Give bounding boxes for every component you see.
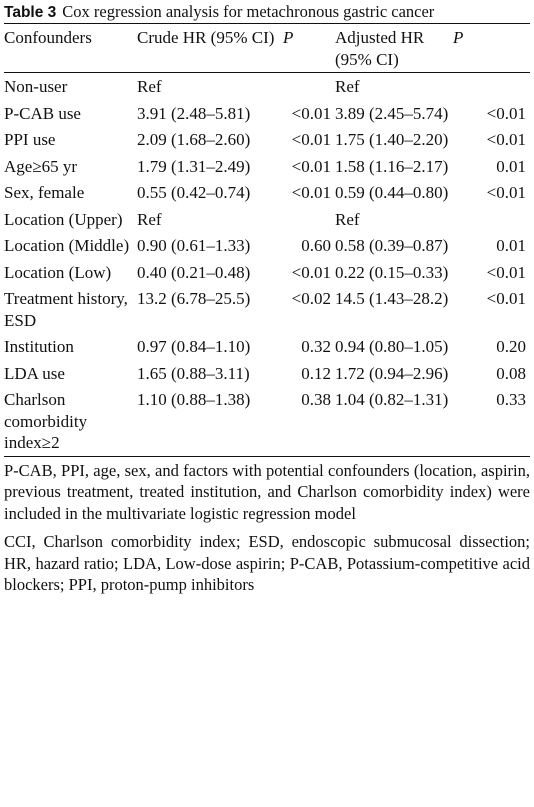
table-cell: 0.08 (496, 363, 526, 383)
table-row: Sex, female 0.55 (0.42–0.74) <0.01 0.59 (0.… (4, 179, 530, 206)
table-cell: 0.55 (0.42–0.74) (137, 183, 251, 202)
table-cell: <0.01 (291, 103, 331, 123)
table-body: Non-user Ref Ref P-CAB use 3.91 (2.48–5.81) <… (4, 73, 530, 456)
table-cell: 0.22 (0.15–0.33) (335, 262, 449, 282)
table-cell: <0.01 (486, 262, 526, 282)
table-row: Location (Upper) Ref Ref (4, 206, 530, 233)
header-row: Confounders Crude HR (95% CI) P Adjusted HR… (4, 23, 530, 73)
table-row: P-CAB use 3.91 (2.48–5.81) <0.01 3.89 (2.45… (4, 100, 530, 127)
table-cell: 14.5 (1.43–28.2) (335, 289, 449, 308)
table-cell: Ref (335, 209, 360, 229)
table-row: Charlson comorbidity index≥2 1.10 (0.88–1… (4, 386, 530, 456)
table-cell: <0.01 (291, 156, 331, 176)
table-header: Confounders Crude HR (95% CI) P Adjusted HR… (4, 23, 530, 73)
table-label: Table 3 (4, 4, 57, 21)
table-row: Location (Middle) 0.90 (0.61–1.33) 0.60 0.5… (4, 232, 530, 259)
column-header: P (453, 28, 464, 47)
table-cell: 0.20 (496, 337, 526, 356)
table-title: Cox regression analysis for metachronous… (62, 2, 435, 21)
table-cell: 1.79 (1.31–2.49) (137, 156, 251, 176)
table-cell: 1.58 (1.16–2.17) (335, 156, 449, 176)
table-cell: Non-user (4, 77, 68, 96)
table-cell (453, 206, 530, 233)
footnote: CCI, Charlson comorbidity index; ESD, en… (4, 532, 530, 594)
table-cell: Location (Low) (4, 262, 112, 282)
table-row: Institution 0.97 (0.84–1.10) 0.32 0.94 (0.8… (4, 333, 530, 360)
table-cell: Ref (335, 77, 360, 96)
table-cell: LDA use (4, 363, 65, 383)
table-row: Age≥65 yr 1.79 (1.31–2.49) <0.01 1.58 (1.16… (4, 153, 530, 180)
table-cell: 0.40 (0.21–0.48) (137, 262, 251, 282)
table-cell: <0.01 (291, 130, 331, 149)
table-document: Table 3 Cox regression analysis for metac… (4, 2, 530, 596)
table-cell: 0.97 (0.84–1.10) (137, 337, 251, 356)
table-cell: Charlson comorbidity index≥2 (4, 390, 88, 452)
table-row: Location (Low) 0.40 (0.21–0.48) <0.01 0.22 … (4, 259, 530, 286)
table-cell: Treatment history, ESD (4, 289, 128, 330)
table-cell: 1.65 (0.88–3.11) (137, 363, 250, 383)
table-cell (277, 73, 335, 100)
table-cell: 3.91 (2.48–5.81) (137, 103, 251, 123)
table-row: PPI use 2.09 (1.68–2.60) <0.01 1.75 (1.40–2… (4, 126, 530, 153)
footnote: P-CAB, PPI, age, sex, and factors with p… (4, 460, 530, 523)
table-cell: Sex, female (4, 183, 85, 202)
table-cell: Ref (137, 77, 162, 96)
table-cell: <0.01 (291, 262, 331, 282)
table-cell: <0.01 (486, 183, 526, 202)
column-header: P (283, 28, 294, 47)
table-cell: 1.04 (0.82–1.31) (335, 390, 449, 409)
table-cell: 3.89 (2.45–5.74) (335, 103, 449, 123)
column-header: Crude HR (95% CI) (137, 28, 275, 47)
table-cell: Location (Middle) (4, 236, 130, 255)
table-cell: <0.01 (486, 130, 526, 149)
table-cell: <0.01 (486, 103, 526, 123)
table-row: LDA use 1.65 (0.88–3.11) 0.12 1.72 (0.94–2.… (4, 360, 530, 387)
table-row: Non-user Ref Ref (4, 73, 530, 100)
table-cell: 13.2 (6.78–25.5) (137, 289, 251, 308)
table-cell (277, 206, 335, 233)
table-cell: 1.10 (0.88–1.38) (137, 390, 251, 409)
table-cell: 2.09 (1.68–2.60) (137, 130, 251, 149)
table-cell: 1.75 (1.40–2.20) (335, 130, 449, 149)
footnotes: P-CAB, PPI, age, sex, and factors with p… (4, 460, 530, 596)
table-cell: 0.59 (0.44–0.80) (335, 183, 449, 202)
table-cell: 0.32 (301, 337, 331, 356)
table-cell: 0.90 (0.61–1.33) (137, 236, 251, 255)
table-cell: 0.58 (0.39–0.87) (335, 236, 449, 255)
table-cell: <0.01 (291, 183, 331, 202)
table-cell: P-CAB use (4, 103, 81, 123)
table-cell: Location (Upper) (4, 209, 123, 229)
table-cell (453, 73, 530, 100)
table: Confounders Crude HR (95% CI) P Adjusted HR… (4, 23, 530, 457)
table-cell: 0.60 (301, 236, 331, 255)
caption: Table 3 Cox regression analysis for metac… (4, 2, 530, 23)
table-cell: 0.01 (496, 236, 526, 255)
table-cell: 1.72 (0.94–2.96) (335, 363, 449, 383)
table-cell: 0.94 (0.80–1.05) (335, 337, 449, 356)
column-header: Confounders (4, 28, 92, 47)
table-cell: <0.01 (486, 289, 526, 308)
column-header: Adjusted HR (95% CI) (335, 28, 425, 69)
table-cell: Ref (137, 209, 162, 229)
table-cell: 0.12 (301, 363, 331, 383)
table-cell: Age≥65 yr (4, 156, 78, 176)
table-cell: 0.38 (301, 390, 331, 409)
table-cell: PPI use (4, 130, 56, 149)
table-row: Treatment history, ESD 13.2 (6.78–25.5) <0… (4, 285, 530, 333)
table-cell: Institution (4, 337, 74, 356)
table-cell: <0.02 (291, 289, 331, 308)
table-cell: 0.33 (496, 390, 526, 409)
table-cell: 0.01 (496, 156, 526, 176)
